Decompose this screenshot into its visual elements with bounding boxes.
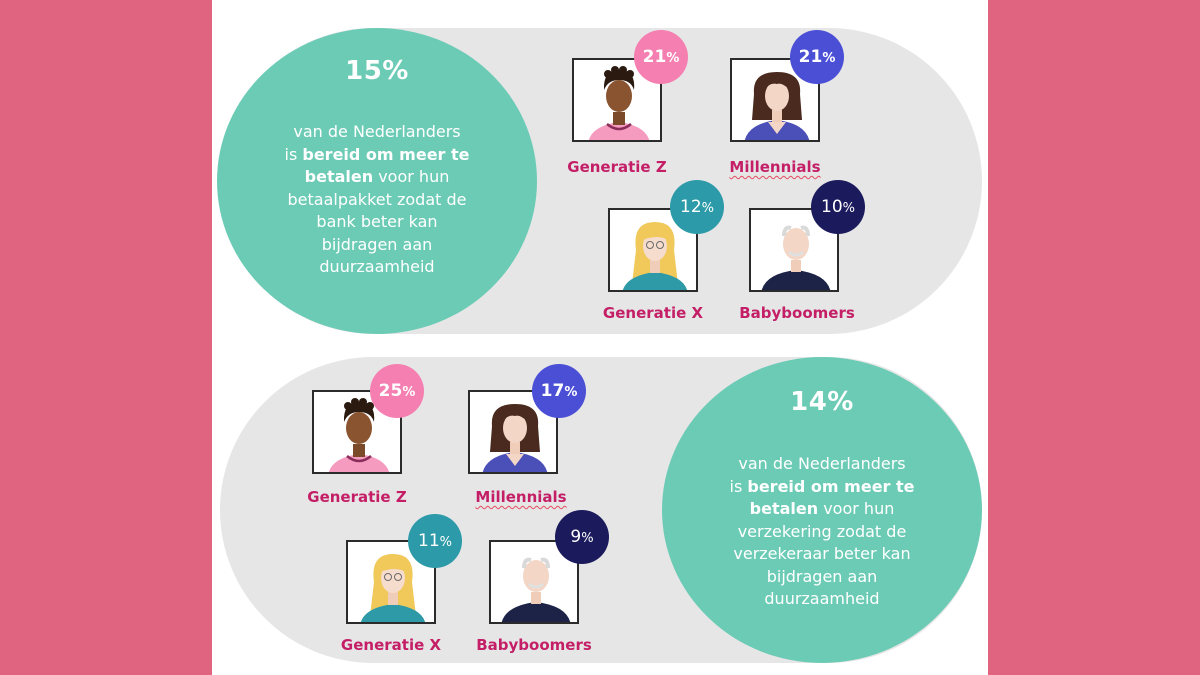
top-desc-line-5: bank beter kan	[316, 212, 438, 231]
top-desc-line-6: bijdragen aan	[321, 234, 433, 254]
bottom-desc-line-3-bold: betalen	[749, 499, 819, 518]
boomers-percent-sign: %	[842, 201, 855, 216]
genz-person-icon	[328, 398, 390, 472]
genz-value: 21	[642, 47, 667, 67]
genx-value: 11	[418, 531, 440, 551]
millennials-value: 17	[540, 381, 565, 401]
top-headline-percent: 15%	[345, 56, 409, 86]
boomers-value: 9	[570, 527, 582, 547]
millennials-percent-sign: %	[564, 385, 578, 400]
genx-person-icon	[622, 222, 688, 290]
top-desc-line-4: betaalpakket zodat de	[287, 189, 467, 209]
millennials-value: 21	[798, 47, 823, 67]
bottom-genz-label: Generatie Z	[307, 488, 407, 506]
genx-percent-badge: 11%	[408, 514, 462, 568]
genx-percent-sign: %	[439, 535, 452, 550]
genz-person-icon	[588, 66, 650, 140]
genz-value: 25	[378, 381, 403, 401]
bottom-desc-line-2-plain: is	[729, 476, 748, 496]
bottom-desc-line-1: van de Nederlanders	[738, 454, 906, 473]
millennials-percent-badge: 17%	[532, 364, 586, 418]
boomers-value: 10	[821, 197, 843, 217]
bottom-boomers-label: Babyboomers	[476, 636, 592, 654]
boomers-avatar-frame	[749, 208, 839, 292]
babyboomer-person-icon	[501, 557, 571, 622]
infographic-canvas: 15% van de Nederlanders is bereid om mee…	[212, 0, 988, 675]
top-desc-line-1: van de Nederlanders	[293, 122, 461, 141]
top-desc-line-2-plain: is	[284, 144, 303, 164]
genx-percent-sign: %	[701, 201, 714, 216]
genz-percent-badge: 25%	[370, 364, 424, 418]
top-desc-line-3: betalen voor hun	[217, 166, 537, 189]
babyboomer-person-icon	[761, 225, 831, 290]
bottom-desc-line-7: duurzaamheid	[764, 589, 880, 608]
bottom-desc-line-4: verzekering zodat de	[737, 521, 907, 541]
top-desc-line-7: duurzaamheid	[319, 257, 435, 276]
bottom-summary-circle: 14% van de Nederlanders is bereid om mee…	[662, 357, 982, 663]
top-summary-text: van de Nederlanders is bereid om meer te…	[217, 121, 537, 279]
bottom-desc-line-2-bold: bereid om meer te	[747, 476, 915, 496]
top-desc-line-2-bold: bereid om meer te	[302, 144, 470, 164]
bottom-genx-label: Generatie X	[340, 636, 442, 654]
bottom-desc-line-5: verzekeraar beter kan	[733, 544, 911, 563]
genx-percent-badge: 12%	[670, 180, 724, 234]
genx-avatar-frame	[346, 540, 436, 624]
bottom-summary-text: van de Nederlanders is bereid om meer te…	[662, 453, 982, 611]
bottom-desc-line-6: bijdragen aan	[766, 566, 878, 586]
bottom-millennials-label: Millennials	[475, 488, 567, 506]
boomers-percent-sign: %	[581, 531, 594, 546]
genz-percent-sign: %	[666, 51, 680, 66]
millennial-person-icon	[482, 404, 548, 472]
genx-value: 12	[680, 197, 702, 217]
bottom-desc-line-2: is bereid om meer te	[662, 476, 982, 499]
top-genx-label: Generatie X	[602, 304, 704, 322]
top-boomers-label: Babyboomers	[739, 304, 855, 322]
top-millennials-label: Millennials	[729, 158, 821, 176]
top-desc-line-3-plain: voor hun	[373, 167, 450, 186]
bottom-desc-line-3-plain: voor hun	[818, 499, 895, 518]
bottom-desc-line-3: betalen voor hun	[662, 498, 982, 521]
top-desc-line-2: is bereid om meer te	[217, 144, 537, 167]
millennials-percent-badge: 21%	[790, 30, 844, 84]
millennial-person-icon	[744, 72, 810, 140]
top-desc-line-3-bold: betalen	[304, 167, 374, 186]
genz-percent-sign: %	[402, 385, 416, 400]
bottom-headline-percent: 14%	[790, 387, 854, 417]
millennials-percent-sign: %	[822, 51, 836, 66]
top-genz-label: Generatie Z	[567, 158, 667, 176]
top-summary-circle: 15% van de Nederlanders is bereid om mee…	[217, 28, 537, 334]
boomers-percent-badge: 9%	[555, 510, 609, 564]
genx-person-icon	[360, 554, 426, 622]
boomers-percent-badge: 10%	[811, 180, 865, 234]
genz-percent-badge: 21%	[634, 30, 688, 84]
